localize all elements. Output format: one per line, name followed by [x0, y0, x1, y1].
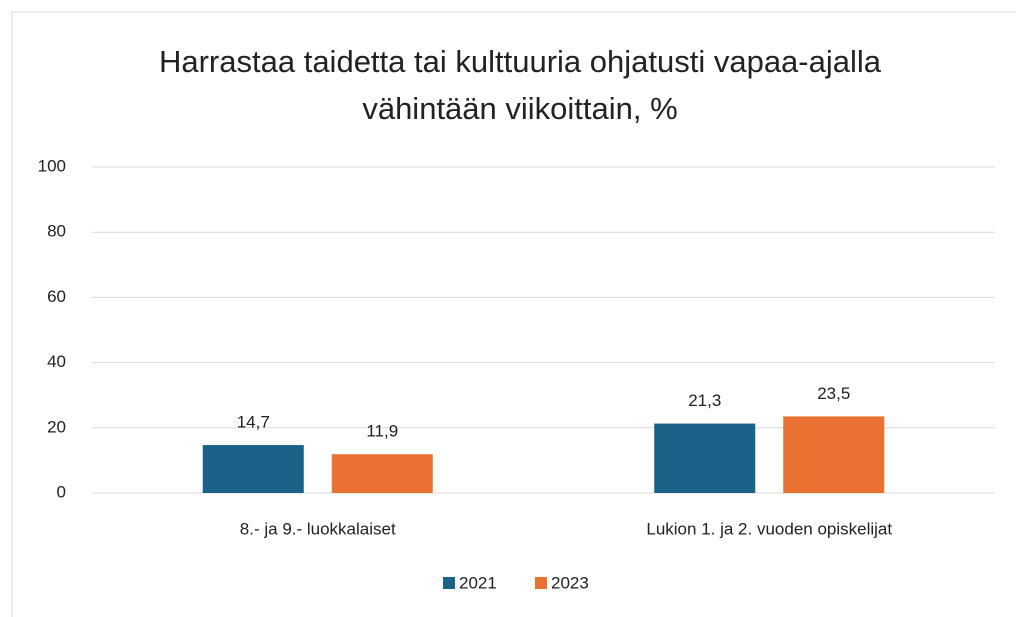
- legend-label: 2021: [459, 573, 497, 592]
- bar: [654, 423, 756, 493]
- bar: [783, 416, 885, 493]
- data-label: 14,7: [237, 413, 270, 432]
- legend-swatch: [535, 577, 547, 589]
- x-tick-label: Lukion 1. ja 2. vuoden opiskelijat: [646, 519, 892, 538]
- data-label: 21,3: [688, 391, 721, 410]
- legend-swatch: [443, 577, 455, 589]
- chart-title: Harrastaa taidetta tai kulttuuria ohjatu…: [158, 44, 882, 126]
- y-tick-label: 20: [47, 417, 66, 436]
- y-tick-label: 80: [47, 222, 66, 241]
- y-tick-label: 60: [47, 287, 66, 306]
- y-tick-label: 40: [47, 352, 66, 371]
- x-tick-label: 8.- ja 9.- luokkalaiset: [240, 519, 396, 538]
- chart-border: [11, 11, 1016, 617]
- legend-label: 2023: [551, 573, 589, 592]
- y-tick-label: 0: [57, 482, 66, 501]
- data-label: 11,9: [366, 422, 398, 441]
- bar: [331, 454, 433, 493]
- y-tick-label: 100: [38, 156, 66, 175]
- bar: [202, 445, 304, 493]
- data-label: 23,5: [817, 384, 850, 403]
